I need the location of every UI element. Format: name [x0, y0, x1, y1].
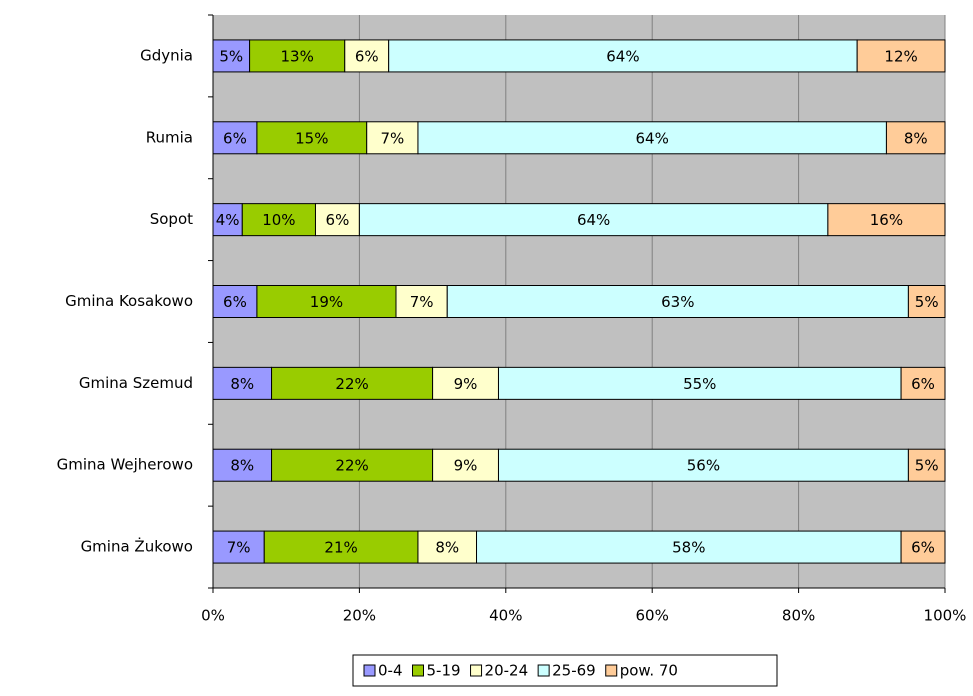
x-tick-label: 20% [343, 607, 376, 625]
data-label: 4% [216, 211, 240, 229]
legend-swatch [412, 664, 424, 677]
data-label: 8% [435, 539, 459, 557]
data-label: 15% [295, 129, 328, 147]
bar-segment [476, 530, 902, 564]
x-tick-label: 80% [782, 607, 815, 625]
y-tick-label: Gmina Szemud [79, 374, 193, 392]
bar-segment [388, 39, 858, 73]
data-label: 9% [454, 457, 478, 475]
y-tick-label: Gmina Żukowo [81, 537, 193, 556]
data-label: 6% [355, 47, 379, 65]
y-tick-label: Gdynia [140, 46, 193, 64]
y-tick-label: Sopot [150, 210, 193, 228]
bar-segment [256, 285, 397, 318]
bar-segment [900, 366, 946, 400]
legend-swatch [470, 664, 483, 677]
bar-segment [885, 121, 946, 155]
data-label: 8% [230, 375, 254, 393]
data-label: 7% [410, 293, 434, 311]
bar-segment [358, 203, 829, 237]
data-label: 64% [577, 211, 610, 229]
bar-segment [344, 39, 390, 73]
bar-segment [907, 448, 946, 482]
data-label: 58% [672, 539, 705, 557]
bar-segment [432, 366, 499, 400]
data-label: 22% [335, 457, 368, 475]
data-label: 64% [606, 47, 639, 65]
bar-segment [249, 39, 346, 73]
x-tick-label: 0% [201, 607, 225, 625]
bar-segment [827, 203, 946, 237]
legend-label: pow. 70 [620, 662, 678, 680]
bar-segment [432, 448, 499, 482]
bar-segment [417, 530, 478, 564]
data-label: 9% [454, 375, 478, 393]
bar-segment [900, 530, 946, 564]
x-tick-label: 60% [636, 607, 669, 625]
data-label: 6% [911, 539, 935, 557]
data-label: 64% [636, 129, 669, 147]
data-label: 7% [227, 539, 251, 557]
data-label: 19% [310, 293, 343, 311]
x-tick-label: 40% [489, 607, 522, 625]
data-label: 13% [281, 47, 314, 65]
bar-segment [497, 448, 909, 482]
data-label: 56% [687, 457, 720, 475]
data-label: 7% [380, 129, 404, 147]
bar-segment [212, 121, 258, 155]
data-label: 22% [335, 375, 368, 393]
bar-segment [366, 121, 419, 155]
bar-segment [417, 121, 887, 155]
data-label: 8% [904, 129, 928, 147]
bar-segment [212, 39, 251, 73]
y-tick-label: Gmina Kosakowo [65, 292, 193, 310]
legend-swatch [537, 664, 550, 677]
bar-segment [212, 366, 273, 400]
legend-swatch [363, 664, 376, 677]
bar-segment [212, 448, 273, 482]
data-label: 63% [661, 293, 694, 311]
y-tick-label: Gmina Wejherowo [57, 456, 193, 474]
data-label: 8% [230, 457, 254, 475]
legend-label: 20-24 [485, 662, 529, 680]
legend-label: 25-69 [552, 662, 596, 680]
data-label: 6% [326, 211, 350, 229]
bar-segment [212, 203, 243, 237]
bar-segment [263, 530, 419, 564]
legend-label: 0-4 [378, 662, 403, 680]
bar-segment [395, 285, 448, 318]
data-label: 5% [915, 457, 939, 475]
bar-segment [271, 448, 434, 482]
data-label: 5% [219, 47, 243, 65]
legend-label: 5-19 [427, 662, 461, 680]
data-label: 10% [262, 211, 295, 229]
data-label: 55% [683, 375, 716, 393]
data-label: 5% [915, 293, 939, 311]
bar-segment [907, 285, 946, 318]
bar-segment [314, 203, 360, 237]
bar-segment [856, 39, 946, 73]
x-tick-label: 100% [924, 607, 967, 625]
data-label: 16% [870, 211, 903, 229]
data-label: 21% [324, 539, 357, 557]
bar-segment [497, 366, 902, 400]
y-tick-label: Rumia [146, 128, 193, 146]
data-label: 6% [911, 375, 935, 393]
bar-segment [241, 203, 316, 237]
bar-segment [256, 121, 368, 155]
bar-segment [446, 285, 909, 318]
data-label: 6% [223, 293, 247, 311]
data-label: 6% [223, 129, 247, 147]
data-label: 12% [884, 47, 917, 65]
legend-swatch [605, 664, 618, 677]
